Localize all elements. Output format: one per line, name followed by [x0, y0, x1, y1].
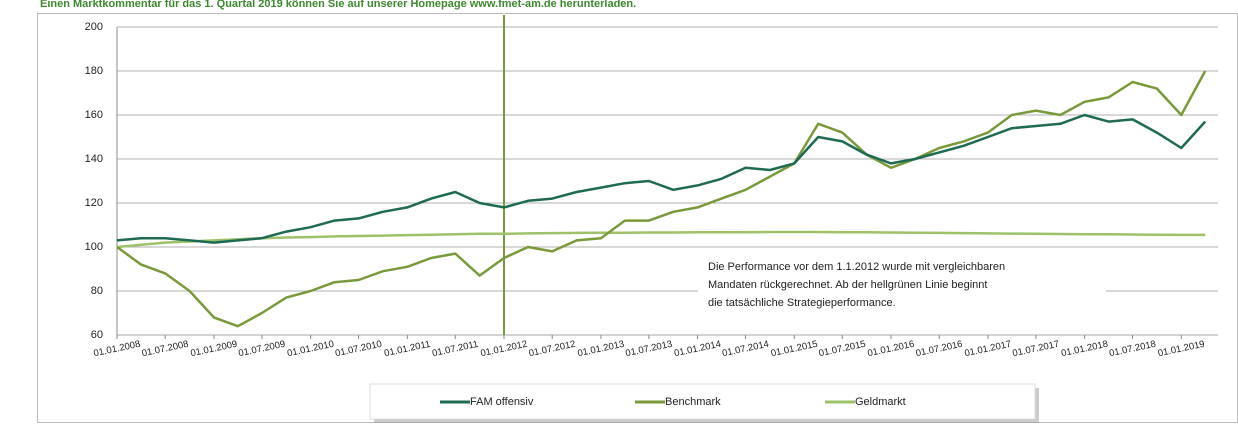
- legend: [369, 383, 1036, 420]
- x-tick-label: 01.07.2011: [431, 339, 479, 359]
- chart-border: [37, 13, 1238, 423]
- x-tick-label: 01.07.2014: [721, 339, 770, 360]
- y-tick-label: 80: [91, 285, 103, 297]
- y-tick-label: 200: [85, 21, 103, 33]
- y-tick-label: 60: [91, 329, 103, 341]
- annotation-box: [698, 250, 1106, 322]
- y-tick-label: 120: [85, 197, 103, 209]
- chart-title: Einen Marktkommentar für das 1. Quartal …: [40, 0, 636, 10]
- x-tick-label: 01.07.2013: [624, 339, 673, 360]
- y-tick-label: 160: [85, 109, 103, 121]
- x-tick-label: 01.07.2018: [1108, 339, 1157, 360]
- x-tick-label: 01.01.2008: [93, 339, 142, 360]
- x-tick-label: 01.07.2008: [141, 339, 190, 360]
- x-tick-label: 01.01.2017: [964, 339, 1013, 360]
- annotation: Mandaten rückgerechnet. Ab der hellgrüne…: [708, 279, 987, 291]
- x-tick-label: 01.01.2018: [1060, 339, 1109, 360]
- x-tick-label: 01.01.2012: [480, 339, 529, 360]
- y-tick-label: 180: [85, 65, 103, 77]
- legend-label: Geldmarkt: [855, 396, 906, 408]
- x-tick-label: 01.07.2009: [237, 339, 286, 360]
- series-line: [116, 230, 1206, 249]
- y-tick-label: 140: [85, 153, 103, 165]
- x-tick-label: 01.07.2012: [528, 339, 577, 360]
- x-tick-label: 01.01.2015: [770, 339, 819, 360]
- x-tick-label: 01.01.2013: [577, 339, 626, 360]
- x-tick-label: 01.07.2016: [915, 339, 964, 360]
- x-tick-label: 01.01.2009: [190, 339, 239, 360]
- annotation: die tatsächliche Strategieperformance.: [708, 297, 896, 309]
- x-tick-label: 01.01.2019: [1157, 339, 1206, 360]
- legend-label: FAM offensiv: [470, 396, 534, 408]
- x-tick-label: 01.01.2014: [673, 339, 722, 360]
- legend-label: Benchmark: [665, 396, 721, 408]
- x-tick-label: 01.07.2010: [334, 339, 383, 360]
- x-tick-label: 01.01.2010: [286, 339, 335, 360]
- x-tick-label: 01.07.2015: [818, 339, 867, 360]
- annotation: Die Performance vor dem 1.1.2012 wurde m…: [708, 261, 1005, 273]
- x-tick-label: 01.01.2016: [867, 339, 916, 360]
- y-tick-label: 100: [85, 241, 103, 253]
- series-line: [116, 70, 1207, 328]
- series-line: [116, 113, 1207, 244]
- x-tick-label: 01.01.2011: [383, 339, 431, 359]
- x-tick-label: 01.07.2017: [1011, 339, 1060, 360]
